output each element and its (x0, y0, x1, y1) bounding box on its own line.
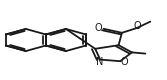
Text: O: O (121, 57, 128, 67)
Text: N: N (96, 57, 103, 67)
Text: O: O (134, 21, 142, 31)
Text: O: O (95, 23, 102, 33)
